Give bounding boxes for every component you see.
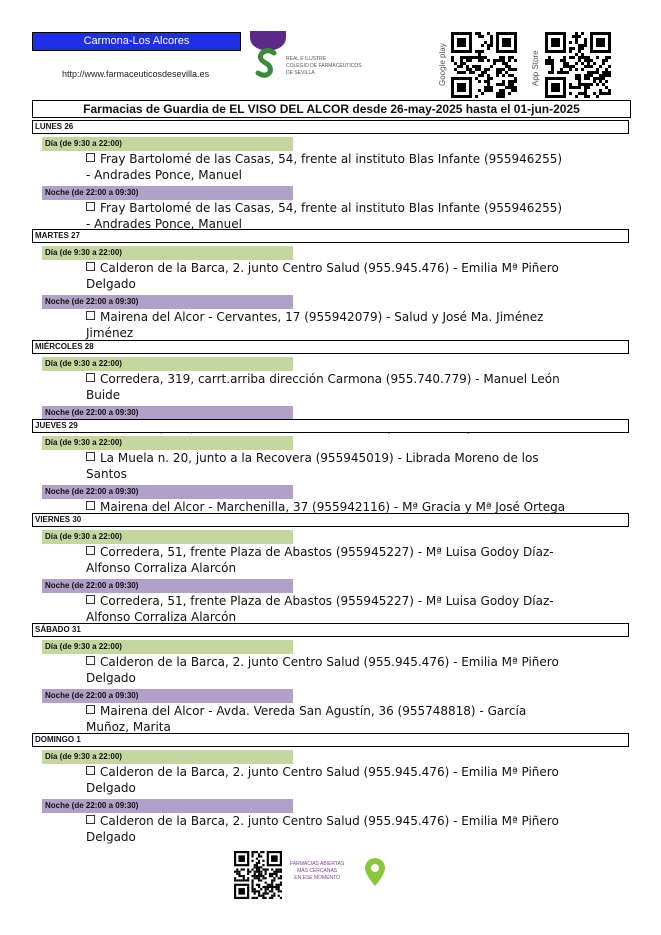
day-shift-label: Día (de 9:30 a 22:00) — [42, 357, 293, 371]
day-block: JUEVES 29 Día (de 9:30 a 22:00) La Muela n… — [32, 419, 629, 531]
night-shift-pharmacy: Fray Bartolomé de las Casas, 54, frente … — [86, 201, 563, 231]
day-shift-pharmacy: Calderon de la Barca, 2. junto Centro Sa… — [86, 765, 559, 795]
footer-slogan: FARMACIAS ABIERTAS MÁS CERCANAS EN ESE M… — [290, 861, 345, 881]
google-play-label: Google play — [438, 43, 447, 86]
night-shift-label: Noche (de 22:00 a 09:30) — [42, 406, 293, 420]
day-shift-pharmacy: Corredera, 319, carrt.arriba dirección C… — [86, 372, 560, 402]
footer-qr-code[interactable] — [234, 851, 282, 899]
day-label: VIERNES 30 — [32, 513, 629, 527]
day-shift-pharmacy: Corredera, 51, frente Plaza de Abastos (… — [86, 545, 554, 575]
checkbox-icon — [86, 311, 95, 320]
college-name: REAL E ILUSTRE COLEGIO DE FARMACÉUTICOS … — [286, 56, 362, 76]
checkbox-icon — [86, 656, 95, 665]
night-shift-pharmacy: Calderon de la Barca, 2. junto Centro Sa… — [86, 814, 559, 844]
night-shift-label: Noche (de 22:00 a 09:30) — [42, 295, 293, 309]
checkbox-icon — [86, 501, 95, 510]
location-pin-icon — [365, 858, 385, 886]
day-label: SÁBADO 31 — [32, 623, 629, 637]
night-shift-pharmacy: Mairena del Alcor - Cervantes, 17 (95594… — [86, 310, 544, 340]
checkbox-icon — [86, 546, 95, 555]
day-block: MARTES 27 Día (de 9:30 a 22:00) Calderon d… — [32, 229, 629, 341]
night-shift-pharmacy: Corredera, 51, frente Plaza de Abastos (… — [86, 594, 554, 624]
day-shift-pharmacy: Fray Bartolomé de las Casas, 54, frente … — [86, 152, 563, 182]
day-block: VIERNES 30 Día (de 9:30 a 22:00) Corredera… — [32, 513, 629, 625]
google-play-qr-code[interactable] — [451, 32, 517, 98]
checkbox-icon — [86, 202, 95, 211]
day-label: DOMINGO 1 — [32, 733, 629, 747]
checkbox-icon — [86, 595, 95, 604]
page-title: Farmacias de Guardia de EL VISO DEL ALCO… — [32, 100, 631, 118]
checkbox-icon — [86, 705, 95, 714]
day-block: DOMINGO 1 Día (de 9:30 a 22:00) Calderon d… — [32, 733, 629, 845]
night-shift-label: Noche (de 22:00 a 09:30) — [42, 485, 293, 499]
day-shift-pharmacy: Calderon de la Barca, 2. junto Centro Sa… — [86, 655, 559, 685]
night-shift-label: Noche (de 22:00 a 09:30) — [42, 689, 293, 703]
day-block: SÁBADO 31 Día (de 9:30 a 22:00) Calderon d… — [32, 623, 629, 735]
day-label: LUNES 26 — [32, 120, 629, 134]
day-shift-label: Día (de 9:30 a 22:00) — [42, 640, 293, 654]
checkbox-icon — [86, 766, 95, 775]
checkbox-icon — [86, 373, 95, 382]
checkbox-icon — [86, 153, 95, 162]
day-shift-pharmacy: La Muela n. 20, junto a la Recovera (955… — [86, 451, 539, 481]
day-shift-label: Día (de 9:30 a 22:00) — [42, 246, 293, 260]
checkbox-icon — [86, 452, 95, 461]
day-shift-label: Día (de 9:30 a 22:00) — [42, 750, 293, 764]
day-shift-label: Día (de 9:30 a 22:00) — [42, 137, 293, 151]
checkbox-icon — [86, 262, 95, 271]
day-label: JUEVES 29 — [32, 419, 629, 433]
night-shift-pharmacy: Mairena del Alcor - Avda. Vereda San Agu… — [86, 704, 527, 734]
night-shift-label: Noche (de 22:00 a 09:30) — [42, 186, 293, 200]
day-shift-label: Día (de 9:30 a 22:00) — [42, 530, 293, 544]
night-shift-label: Noche (de 22:00 a 09:30) — [42, 579, 293, 593]
app-store-label: App Store — [531, 50, 540, 86]
day-label: MIÉRCOLES 28 — [32, 340, 629, 354]
night-shift-label: Noche (de 22:00 a 09:30) — [42, 799, 293, 813]
checkbox-icon — [86, 815, 95, 824]
day-shift-label: Día (de 9:30 a 22:00) — [42, 436, 293, 450]
day-label: MARTES 27 — [32, 229, 629, 243]
zone-label: Carmona-Los Alcores — [32, 32, 241, 51]
day-block: LUNES 26 Día (de 9:30 a 22:00) Fray Bartol… — [32, 120, 629, 232]
college-logo — [250, 31, 286, 78]
day-shift-pharmacy: Calderon de la Barca, 2. junto Centro Sa… — [86, 261, 559, 291]
website-link[interactable]: http://www.farmaceuticosdesevilla.es — [62, 69, 210, 79]
app-store-qr-code[interactable] — [545, 32, 611, 98]
